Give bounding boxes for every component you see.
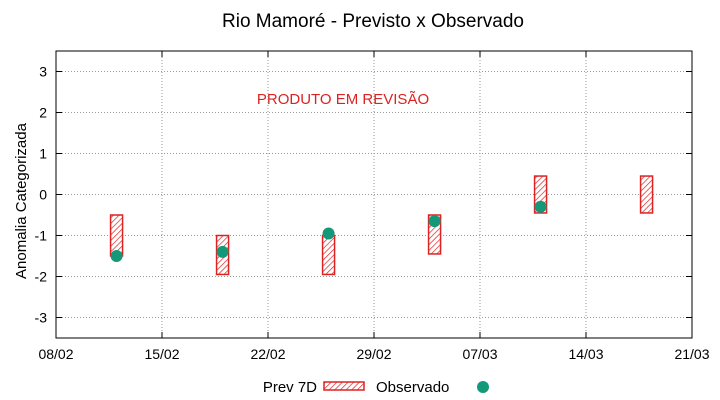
y-tick-label: 2 bbox=[39, 105, 47, 121]
legend-swatch-observado bbox=[477, 381, 489, 393]
grid bbox=[56, 51, 692, 338]
y-tick-label: 0 bbox=[39, 187, 47, 203]
chart-title: Rio Mamoré - Previsto x Observado bbox=[222, 11, 524, 32]
x-tick-label: 29/02 bbox=[356, 346, 391, 362]
annotation-text: PRODUTO EM REVISÃO bbox=[257, 91, 429, 108]
observed-point bbox=[428, 215, 441, 228]
plot-frame bbox=[55, 50, 693, 339]
y-tick-label: -3 bbox=[35, 310, 48, 326]
y-axis-label: Anomalia Categorizada bbox=[13, 122, 30, 279]
x-tick-label: 21/03 bbox=[674, 346, 709, 362]
legend: Prev 7D Observado bbox=[263, 379, 489, 396]
x-tick-label: 07/03 bbox=[462, 346, 497, 362]
y-tick-label: -2 bbox=[35, 269, 48, 285]
x-tick-label: 08/02 bbox=[38, 346, 73, 362]
observed-point bbox=[534, 200, 547, 213]
x-tick-label: 15/02 bbox=[144, 346, 179, 362]
forecast-range-box bbox=[109, 214, 124, 257]
x-tick-label: 22/02 bbox=[250, 346, 285, 362]
observed-point bbox=[322, 227, 335, 240]
data-marks bbox=[109, 175, 654, 276]
observed-point bbox=[110, 250, 123, 262]
x-tick-label: 14/03 bbox=[568, 346, 603, 362]
y-tick-label: -1 bbox=[35, 228, 48, 244]
forecast-range-box bbox=[639, 175, 654, 214]
y-tick-label: 1 bbox=[39, 146, 47, 162]
y-tick-label: 3 bbox=[39, 64, 47, 80]
observed-point bbox=[216, 245, 229, 258]
legend-label-prev7d: Prev 7D bbox=[263, 379, 317, 396]
legend-label-observado: Observado bbox=[376, 379, 449, 396]
axes: -3 -2 -1 0 1 2 3 08/02 15/02 22/02 29/02 07/03 14/03… bbox=[35, 51, 710, 362]
legend-swatch-prev7d bbox=[323, 381, 365, 391]
forecast-range-box bbox=[321, 234, 336, 276]
